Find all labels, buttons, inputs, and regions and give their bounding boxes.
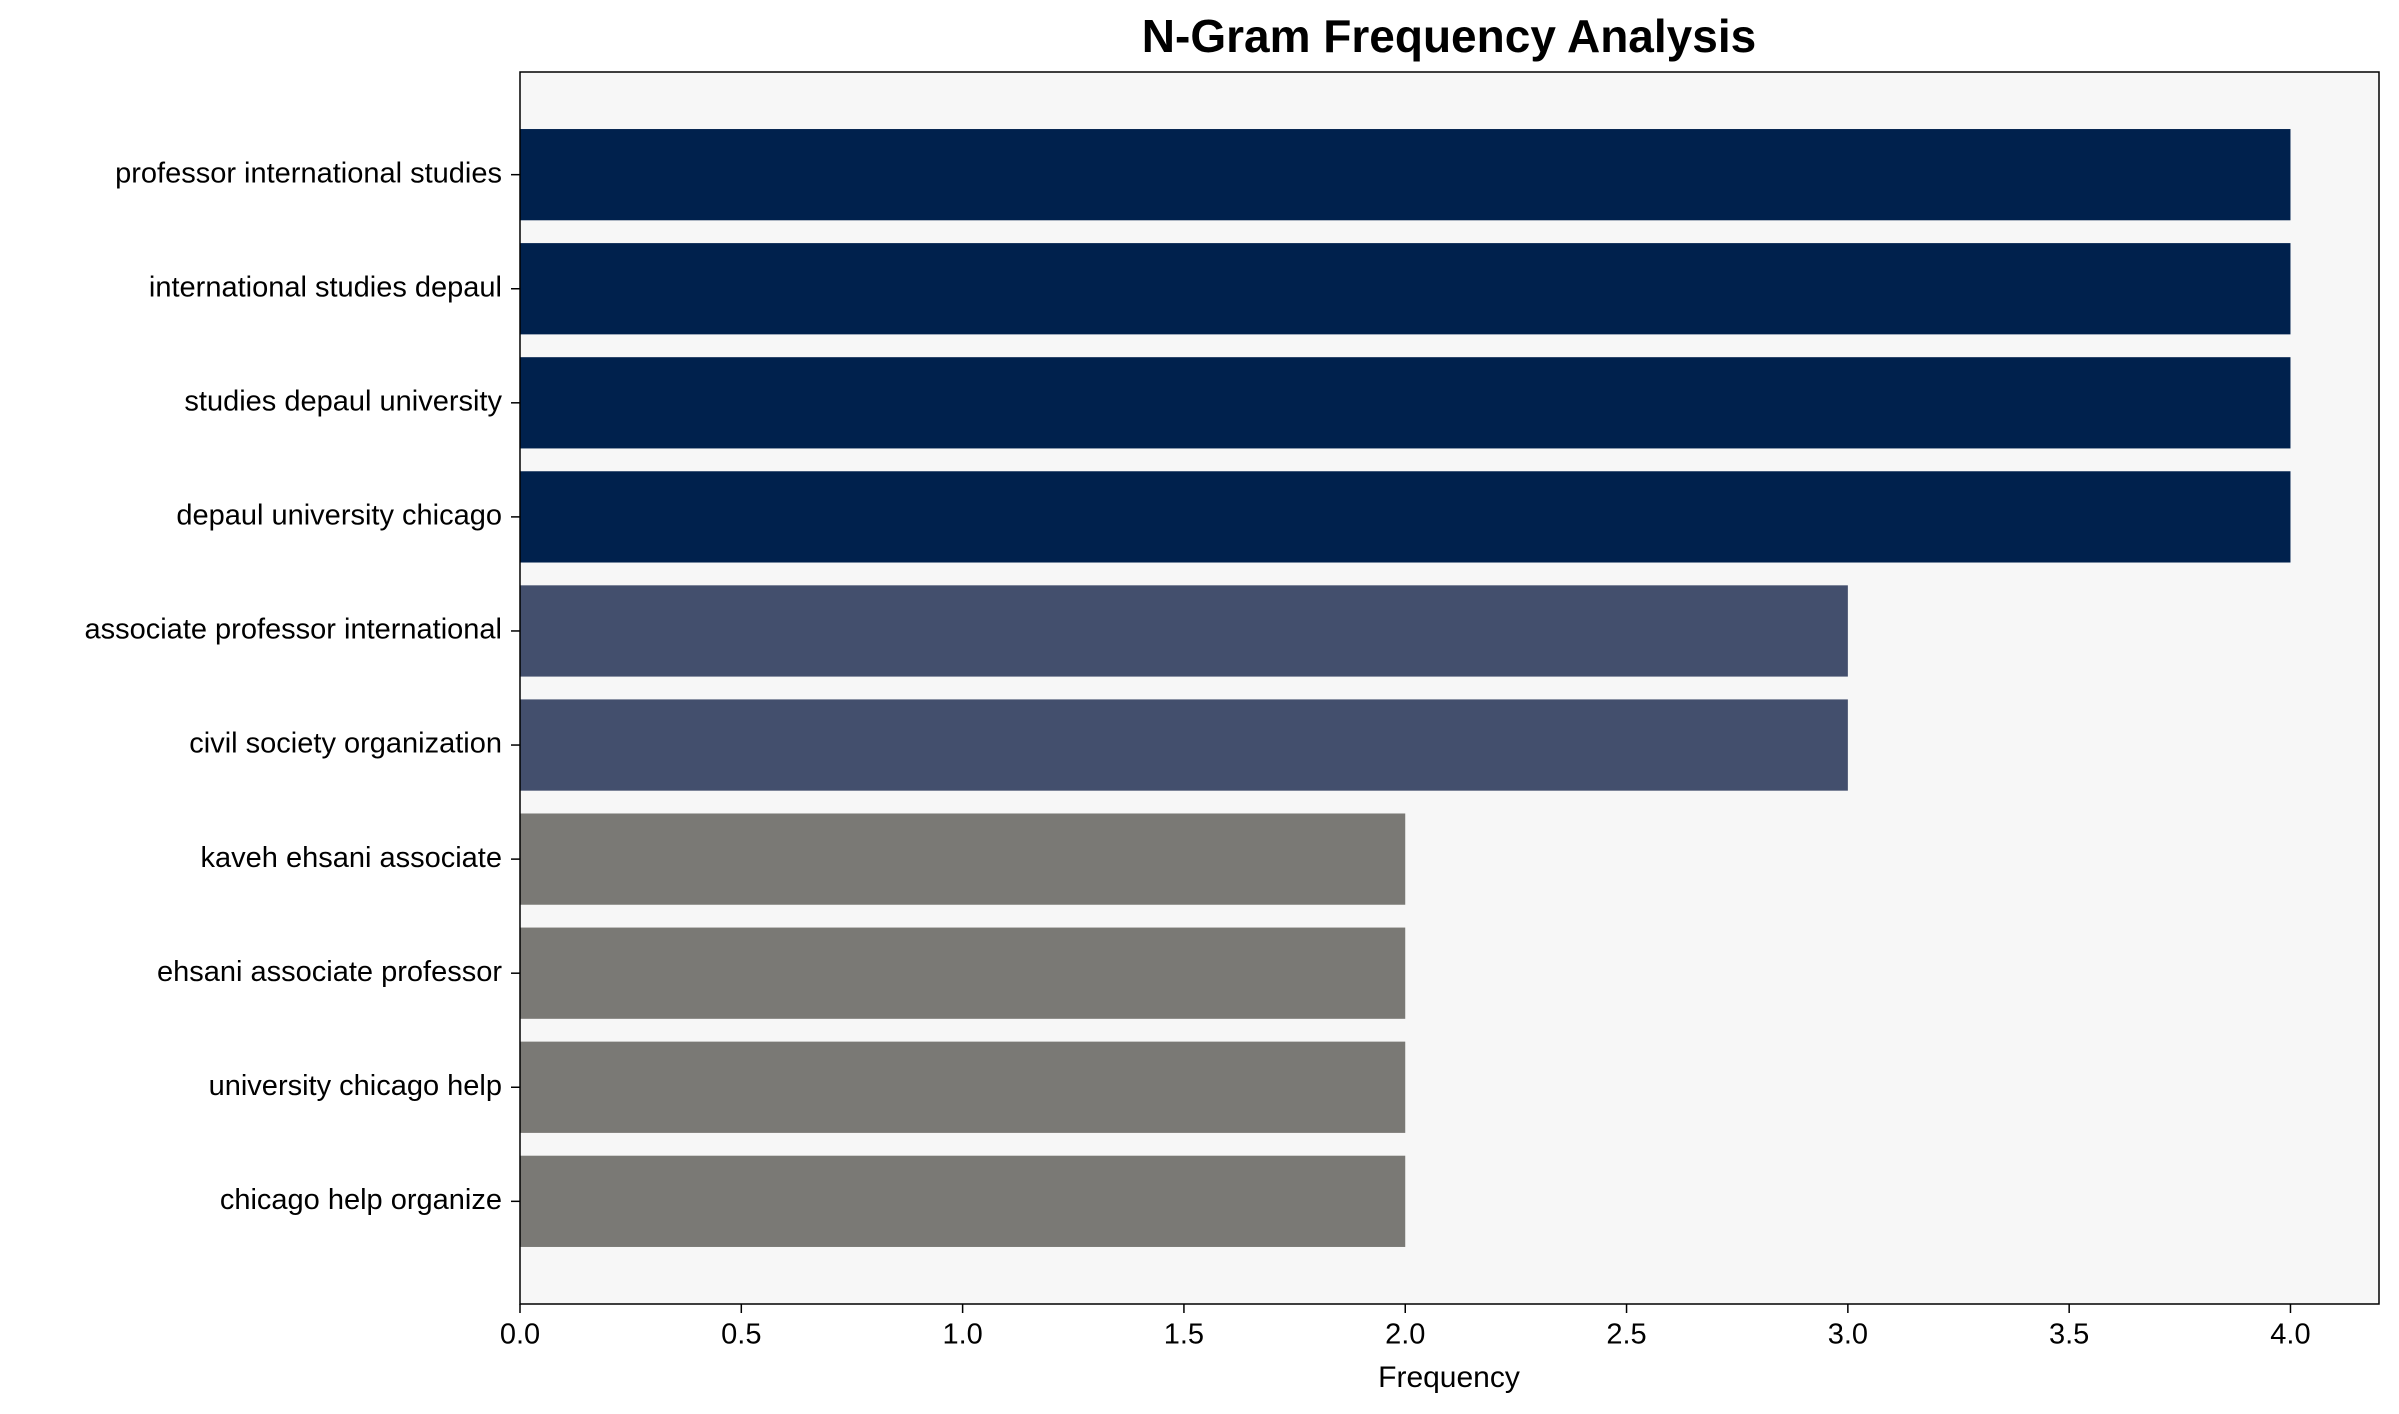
y-tick-label: associate professor international: [84, 614, 502, 646]
bar: [520, 243, 2291, 335]
x-tick-label: 1.0: [942, 1319, 982, 1351]
bar: [520, 699, 1848, 791]
x-tick-label: 0.5: [721, 1319, 761, 1351]
y-tick-label: international studies depaul: [149, 271, 502, 303]
bar: [520, 813, 1406, 905]
bar: [520, 927, 1406, 1019]
bar: [520, 129, 2291, 221]
chart-title: N-Gram Frequency Analysis: [1142, 10, 1756, 62]
x-tick-label: 4.0: [2270, 1319, 2310, 1351]
x-tick-label: 3.0: [1828, 1319, 1868, 1351]
x-tick-label: 0.0: [500, 1319, 540, 1351]
bar: [520, 585, 1848, 677]
y-tick-label: chicago help organize: [220, 1184, 502, 1216]
y-tick-label: professor international studies: [115, 157, 502, 189]
y-tick-label: civil society organization: [189, 728, 502, 760]
bar: [520, 1041, 1406, 1133]
plot-frame: [519, 71, 2380, 1305]
bar: [520, 357, 2291, 449]
y-tick-label: university chicago help: [209, 1070, 502, 1102]
bar: [520, 471, 2291, 563]
x-tick-label: 3.5: [2049, 1319, 2089, 1351]
x-tick-label: 1.5: [1164, 1319, 1204, 1351]
bar: [520, 1155, 1406, 1247]
x-tick-label: 2.0: [1385, 1319, 1425, 1351]
y-tick-label: studies depaul university: [184, 385, 502, 417]
y-tick-label: ehsani associate professor: [157, 956, 502, 988]
y-tick-label: depaul university chicago: [176, 500, 502, 532]
x-tick-label: 2.5: [1606, 1319, 1646, 1351]
x-axis-label: Frequency: [1378, 1361, 1520, 1394]
y-tick-label: kaveh ehsani associate: [201, 842, 502, 874]
